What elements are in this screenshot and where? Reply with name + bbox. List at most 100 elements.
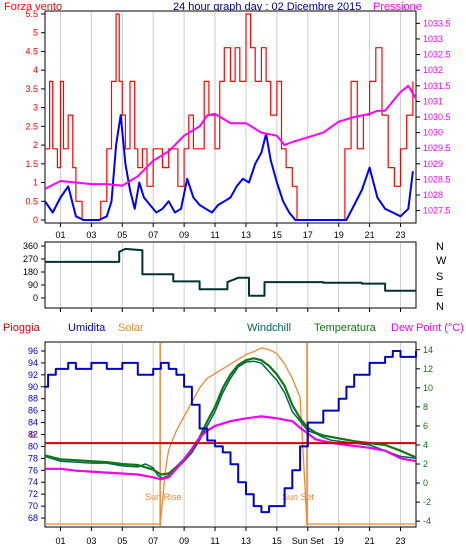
p1-ytick-right-label-12: 1033.5: [423, 18, 451, 28]
p1-ytick-left-label-3: 1.5: [25, 159, 38, 169]
compass-n-bottom: N: [436, 301, 444, 313]
p1-ytick-left-label-11: 5.5: [25, 9, 38, 19]
p3-xtick-label-3: 07: [148, 536, 158, 546]
p3-ytick-left-label-2: 72: [28, 489, 38, 499]
solar-series-line: [45, 347, 416, 525]
p1-ytick-right-label-9: 1032: [423, 65, 443, 75]
p1-xtick-label-8: 17: [303, 230, 313, 240]
p1-ytick-right-label-8: 1031.5: [423, 81, 451, 91]
rain-zero-label: 0: [30, 430, 35, 440]
p3-xtick-label-1: 03: [86, 536, 96, 546]
p3-xtick-label-2: 05: [117, 536, 127, 546]
pressure-series-line: [44, 84, 417, 190]
p3-xtick-label-0: 01: [55, 536, 65, 546]
solar-label: Solar: [118, 322, 144, 334]
p1-ytick-right-label-6: 1030.5: [423, 112, 451, 122]
p1-ytick-left-label-5: 2.5: [25, 121, 38, 131]
p1-ytick-left-label-8: 4: [33, 65, 38, 75]
p1-xtick-label-5: 11: [210, 230, 219, 240]
p1-xtick-label-1: 03: [86, 230, 96, 240]
chart-title: 24 hour graph day : 02 Dicembre 2015: [173, 1, 361, 13]
p3-ytick-right-label-7: 10: [423, 383, 433, 393]
p1-xtick-label-7: 15: [272, 230, 282, 240]
p1-ytick-left-label-9: 4.5: [25, 46, 38, 56]
p3-ytick-left-label-11: 90: [28, 382, 38, 392]
sunset-label: Sun Set: [282, 492, 315, 502]
p1-ytick-right-label-1: 1028: [423, 190, 443, 200]
wind-direction-plot-frame: [44, 241, 417, 309]
p3-xtick-label-5: 11: [210, 536, 219, 546]
p2-ytick-label-4: 360: [23, 241, 38, 251]
dewpoint-label: Dew Point (°C): [391, 322, 464, 334]
p3-ytick-left-label-10: 88: [28, 394, 38, 404]
p3-xtick-label-10: 21: [365, 536, 375, 546]
p1-ytick-right-label-2: 1028.5: [423, 174, 451, 184]
p1-ytick-left-label-10: 5: [33, 28, 38, 38]
p1-ytick-left-label-7: 3.5: [25, 84, 38, 94]
wind-force-label: Forza vento: [4, 1, 62, 13]
p3-ytick-left-label-6: 80: [28, 441, 38, 451]
p1-ytick-left-label-4: 2: [33, 140, 38, 150]
p1-xtick-label-4: 09: [179, 230, 189, 240]
p3-ytick-right-label-5: 6: [423, 421, 428, 431]
p3-ytick-left-label-13: 94: [28, 358, 38, 368]
p3-ytick-left-label-1: 70: [28, 501, 38, 511]
compass-e: E: [436, 287, 443, 299]
p3-ytick-left-label-5: 78: [28, 453, 38, 463]
p3-ytick-left-label-3: 74: [28, 477, 38, 487]
p3-xtick-label-9: 19: [334, 536, 344, 546]
p2-ytick-label-1: 90: [28, 280, 38, 290]
p3-ytick-right-label-3: 2: [423, 459, 428, 469]
p3-ytick-right-label-0: -4: [423, 516, 431, 526]
wind-speed-series-line: [44, 114, 414, 221]
p3-ytick-right-label-4: 4: [423, 440, 428, 450]
compass-s: S: [436, 271, 443, 283]
temperature-label: Temperatura: [314, 322, 377, 334]
p1-xtick-label-11: 23: [396, 230, 406, 240]
chart-marks: 00.511.522.533.544.555.51027.510281028.5…: [23, 9, 451, 546]
p1-ytick-left-label-1: 0.5: [25, 196, 38, 206]
p3-ytick-left-label-9: 86: [28, 406, 38, 416]
p1-ytick-right-label-7: 1031: [423, 96, 443, 106]
gust-series-line: [45, 13, 414, 221]
pressure-label: Pressione: [373, 1, 422, 13]
p1-ytick-left-label-2: 1: [33, 178, 38, 188]
temperature-series-line: [44, 357, 417, 476]
humidity-series-line: [45, 350, 417, 514]
p3-xtick-label-11: 23: [396, 536, 406, 546]
p1-xtick-label-3: 07: [148, 230, 158, 240]
p1-xtick-label-6: 13: [241, 230, 251, 240]
p1-ytick-right-label-3: 1029: [423, 159, 443, 169]
p3-ytick-right-label-2: 0: [423, 478, 428, 488]
p2-ytick-label-3: 270: [23, 254, 38, 264]
p1-ytick-right-label-0: 1027.5: [423, 206, 451, 216]
p3-xtick-label-4: 09: [179, 536, 189, 546]
p3-xtick-label-7: 15: [272, 536, 282, 546]
windchill-label: Windchill: [247, 322, 291, 334]
rain-label: Pioggia: [3, 322, 41, 334]
p1-xtick-label-0: 01: [55, 230, 65, 240]
p3-ytick-left-label-14: 96: [28, 346, 38, 356]
p2-ytick-label-0: 0: [33, 293, 38, 303]
p2-ytick-label-2: 180: [23, 267, 38, 277]
p1-xtick-label-10: 21: [365, 230, 375, 240]
humidity-label: Umidita: [68, 322, 106, 334]
wind-direction-series-line: [45, 247, 416, 297]
p1-ytick-right-label-4: 1029.5: [423, 143, 451, 153]
p3-ytick-left-label-12: 92: [28, 370, 38, 380]
compass-w: W: [436, 255, 447, 267]
p1-ytick-right-label-10: 1032.5: [423, 50, 451, 60]
p3-ytick-left-label-0: 68: [28, 513, 38, 523]
p3-xtick-label-8: Sun Set: [292, 536, 325, 546]
humidity-temperature-plot-frame: [44, 341, 417, 528]
p1-ytick-right-label-5: 1030: [423, 128, 443, 138]
p3-ytick-right-label-9: 14: [423, 345, 433, 355]
p3-ytick-right-label-8: 12: [423, 364, 433, 374]
p1-xtick-label-9: 19: [334, 230, 344, 240]
p1-ytick-left-label-6: 3: [33, 103, 38, 113]
p1-ytick-left-label-0: 0: [33, 215, 38, 225]
compass-n-top: N: [436, 241, 444, 253]
p3-ytick-right-label-6: 8: [423, 402, 428, 412]
